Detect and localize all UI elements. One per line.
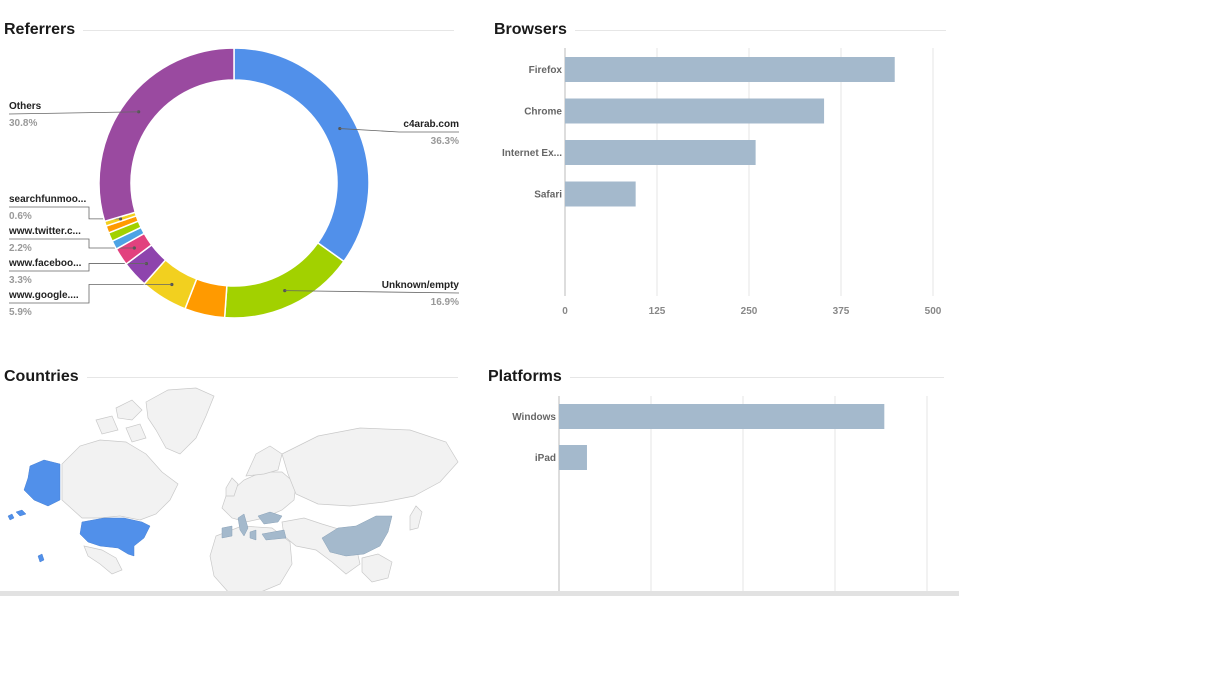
- map-southeast-asia: [361, 553, 393, 583]
- donut-slice-percent: 3.3%: [9, 275, 32, 286]
- bar[interactable]: [565, 181, 636, 207]
- x-tick-label: 500: [925, 306, 942, 317]
- bar[interactable]: [565, 140, 756, 165]
- map-japan: [409, 505, 423, 531]
- map-spain: [221, 525, 233, 539]
- countries-title: Countries: [4, 367, 87, 387]
- x-tick-label: 375: [833, 306, 850, 317]
- x-tick-label: 125: [649, 306, 666, 317]
- bar[interactable]: [559, 445, 587, 470]
- browsers-panel: Browsers Firefox Chrome Internet Ex... Safa…: [490, 0, 960, 340]
- countries-world-map[interactable]: [0, 350, 470, 595]
- donut-slice-label: Unknown/empty: [382, 280, 460, 291]
- x-tick-label: 250: [741, 306, 758, 317]
- referrers-title-rule: [4, 30, 454, 31]
- category-label: Firefox: [529, 65, 563, 76]
- category-label: Internet Ex...: [502, 148, 562, 159]
- bar[interactable]: [559, 404, 885, 429]
- category-label: Safari: [534, 190, 562, 201]
- map-italy: [237, 513, 249, 537]
- donut-leader-line: [9, 238, 135, 249]
- donut-slice-percent: 36.3%: [431, 136, 459, 147]
- bar[interactable]: [565, 98, 825, 124]
- donut-slice-percent: 5.9%: [9, 307, 32, 318]
- donut-slice-label: searchfunmoo...: [9, 194, 86, 205]
- donut-leader-line: [9, 263, 147, 272]
- platforms-title-rule: [488, 377, 944, 378]
- map-greenland: [145, 387, 215, 455]
- map-alaska-islands: [7, 509, 27, 521]
- donut-slice-label: www.twitter.c...: [8, 226, 81, 237]
- platforms-title: Platforms: [488, 367, 570, 387]
- map-scandinavia: [245, 445, 283, 477]
- donut-leader-line: [9, 284, 172, 304]
- donut-slice-label: www.faceboo...: [8, 258, 82, 269]
- map-turkey: [261, 529, 287, 541]
- donut-slice-label: c4arab.com: [403, 119, 459, 130]
- donut-slice-percent: 30.8%: [9, 118, 37, 129]
- browsers-title-rule: [494, 30, 946, 31]
- donut-slice[interactable]: [98, 47, 235, 223]
- scrollbar-track[interactable]: [0, 591, 959, 596]
- referrers-donut-chart: c4arab.com 36.3% Unknown/empty 16.9% www.goo…: [8, 47, 460, 319]
- category-label: Chrome: [524, 107, 562, 118]
- donut-slice-percent: 16.9%: [431, 297, 459, 308]
- bar[interactable]: [565, 57, 895, 82]
- map-canada: [61, 439, 179, 521]
- referrers-title: Referrers: [4, 20, 84, 40]
- donut-slice-percent: 0.6%: [9, 211, 32, 222]
- donut-slice-label: Others: [9, 101, 42, 112]
- browsers-title: Browsers: [494, 20, 575, 40]
- map-china: [321, 515, 393, 557]
- map-arctic-islands: [95, 399, 147, 443]
- countries-title-rule: [4, 377, 458, 378]
- map-mexico: [83, 545, 123, 575]
- countries-panel: Countries: [0, 350, 470, 595]
- map-uk: [225, 477, 239, 497]
- map-russia: [281, 427, 459, 507]
- referrers-panel: Referrers c4arab.com 36.3% Unknown/empty 16…: [0, 0, 470, 340]
- donut-leader-line: [339, 128, 459, 133]
- donut-slice-label: www.google....: [8, 290, 79, 301]
- donut-leader-line: [284, 290, 460, 294]
- map-hawaii: [37, 553, 45, 563]
- map-africa: [209, 525, 293, 595]
- category-label: iPad: [535, 453, 556, 464]
- donut-slice[interactable]: [223, 241, 345, 319]
- platforms-bar-chart: Windows iPad: [512, 396, 928, 593]
- browsers-bar-chart: Firefox Chrome Internet Ex... Safari 0 125 250…: [502, 48, 942, 317]
- map-alaska: [23, 459, 61, 507]
- map-usa: [79, 517, 151, 557]
- map-greece: [249, 529, 257, 541]
- donut-leader-line: [8, 111, 139, 115]
- map-ukraine: [257, 511, 283, 525]
- donut-slice-percent: 2.2%: [9, 243, 32, 254]
- x-tick-label: 0: [562, 306, 568, 317]
- platforms-panel: Platforms Windows iPad: [484, 350, 960, 595]
- donut-slice[interactable]: [233, 47, 370, 263]
- category-label: Windows: [512, 412, 556, 423]
